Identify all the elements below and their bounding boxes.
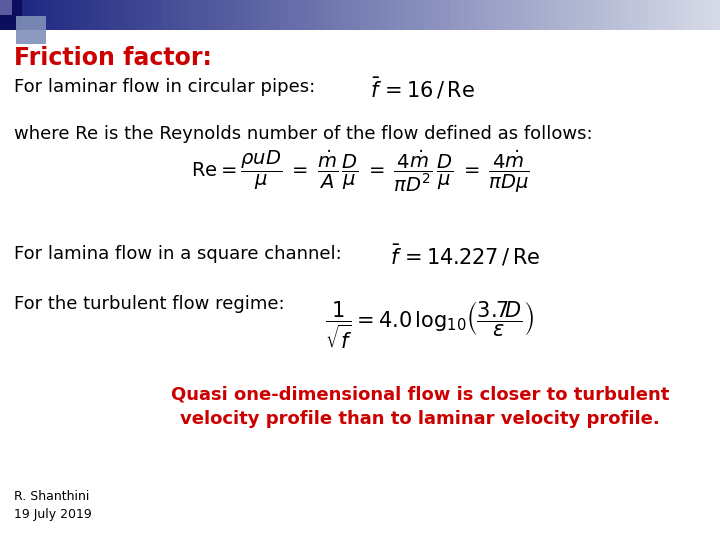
- Bar: [522, 0, 531, 30]
- Bar: [702, 0, 711, 30]
- Bar: [684, 0, 693, 30]
- Bar: [9, 0, 18, 30]
- Text: For lamina flow in a square channel:: For lamina flow in a square channel:: [14, 245, 342, 263]
- Bar: [513, 0, 522, 30]
- Bar: [180, 0, 189, 30]
- Bar: [144, 0, 153, 30]
- Bar: [63, 0, 72, 30]
- Bar: [342, 0, 351, 30]
- Bar: [0, 0, 22, 30]
- Bar: [531, 0, 540, 30]
- Text: For the turbulent flow regime:: For the turbulent flow regime:: [14, 295, 284, 313]
- Text: R. Shanthini
19 July 2019: R. Shanthini 19 July 2019: [14, 490, 91, 521]
- Text: $\mathrm{Re} = \dfrac{\rho u D}{\mu} \;=\; \dfrac{\dot{m}}{A}\,\dfrac{D}{\mu} \;: $\mathrm{Re} = \dfrac{\rho u D}{\mu} \;=…: [191, 149, 529, 195]
- Bar: [252, 0, 261, 30]
- Bar: [198, 0, 207, 30]
- Bar: [261, 0, 270, 30]
- Bar: [639, 0, 648, 30]
- Bar: [432, 0, 441, 30]
- Bar: [657, 0, 666, 30]
- Bar: [16, 16, 46, 44]
- Bar: [45, 0, 54, 30]
- Bar: [675, 0, 684, 30]
- Bar: [90, 0, 99, 30]
- Bar: [585, 0, 594, 30]
- Bar: [693, 0, 702, 30]
- Bar: [117, 0, 126, 30]
- Bar: [126, 0, 135, 30]
- Text: $\bar{f}\,=16\,/\,\mathrm{Re}$: $\bar{f}\,=16\,/\,\mathrm{Re}$: [370, 76, 475, 101]
- Bar: [711, 0, 720, 30]
- Bar: [396, 0, 405, 30]
- Bar: [225, 0, 234, 30]
- Bar: [504, 0, 513, 30]
- Bar: [324, 0, 333, 30]
- Bar: [540, 0, 549, 30]
- Bar: [369, 0, 378, 30]
- Bar: [216, 0, 225, 30]
- Bar: [621, 0, 630, 30]
- Bar: [243, 0, 252, 30]
- Bar: [72, 0, 81, 30]
- Bar: [270, 0, 279, 30]
- Bar: [0, 0, 9, 30]
- Bar: [378, 0, 387, 30]
- Bar: [441, 0, 450, 30]
- Bar: [81, 0, 90, 30]
- Bar: [477, 0, 486, 30]
- Bar: [297, 0, 306, 30]
- Bar: [27, 0, 36, 30]
- Bar: [36, 0, 45, 30]
- Bar: [630, 0, 639, 30]
- Bar: [612, 0, 621, 30]
- Bar: [594, 0, 603, 30]
- Bar: [666, 0, 675, 30]
- Bar: [567, 0, 576, 30]
- Bar: [468, 0, 477, 30]
- Text: $\bar{f}\,=14.227\,/\,\mathrm{Re}$: $\bar{f}\,=14.227\,/\,\mathrm{Re}$: [390, 243, 540, 268]
- Bar: [54, 0, 63, 30]
- Bar: [288, 0, 297, 30]
- Bar: [450, 0, 459, 30]
- Bar: [648, 0, 657, 30]
- Bar: [495, 0, 504, 30]
- Bar: [306, 0, 315, 30]
- Bar: [405, 0, 414, 30]
- Bar: [99, 0, 108, 30]
- Bar: [558, 0, 567, 30]
- Bar: [459, 0, 468, 30]
- Text: where Re is the Reynolds number of the flow defined as follows:: where Re is the Reynolds number of the f…: [14, 125, 593, 143]
- Bar: [351, 0, 360, 30]
- Bar: [333, 0, 342, 30]
- Bar: [576, 0, 585, 30]
- Bar: [171, 0, 180, 30]
- Bar: [135, 0, 144, 30]
- Bar: [108, 0, 117, 30]
- Bar: [18, 0, 27, 30]
- Bar: [387, 0, 396, 30]
- Bar: [603, 0, 612, 30]
- Bar: [279, 0, 288, 30]
- Bar: [0, 0, 12, 15]
- Bar: [162, 0, 171, 30]
- Text: Quasi one-dimensional flow is closer to turbulent
velocity profile than to lamin: Quasi one-dimensional flow is closer to …: [171, 385, 669, 428]
- Bar: [207, 0, 216, 30]
- Bar: [234, 0, 243, 30]
- Text: For laminar flow in circular pipes:: For laminar flow in circular pipes:: [14, 78, 315, 96]
- Bar: [315, 0, 324, 30]
- Bar: [423, 0, 432, 30]
- Bar: [360, 0, 369, 30]
- Text: $\dfrac{1}{\sqrt{f}} = 4.0\,\log_{10}\!\left(\dfrac{3.7D}{\varepsilon}\right)$: $\dfrac{1}{\sqrt{f}} = 4.0\,\log_{10}\!\…: [325, 300, 535, 352]
- Text: Friction factor:: Friction factor:: [14, 46, 212, 70]
- Bar: [189, 0, 198, 30]
- Bar: [549, 0, 558, 30]
- Bar: [153, 0, 162, 30]
- Bar: [486, 0, 495, 30]
- Bar: [414, 0, 423, 30]
